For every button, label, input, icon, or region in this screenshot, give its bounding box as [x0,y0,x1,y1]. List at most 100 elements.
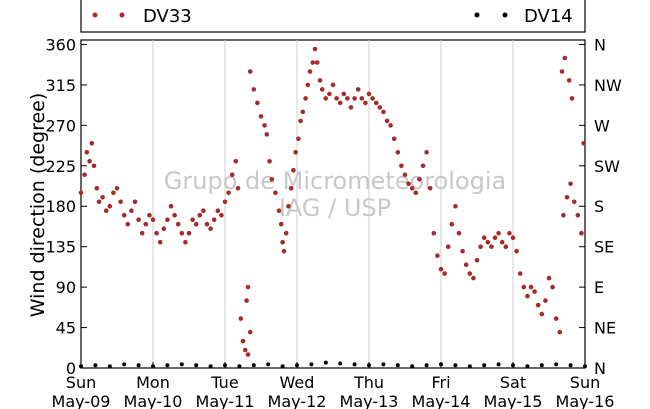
x-tick-day-label: Mon [136,373,170,392]
data-point-dv33 [384,118,390,124]
data-point-dv33 [460,248,465,254]
data-point-dv33 [197,212,203,218]
data-point-dv14 [194,363,199,368]
y2-tick-label: W [594,116,610,135]
data-point-dv14 [424,363,429,368]
data-point-dv33 [546,275,552,281]
x-tick-date-label: May-09 [52,392,111,409]
legend-entry-dv33: DV33 [92,6,192,27]
data-point-dv33 [561,212,566,218]
data-point-dv14 [266,362,271,367]
data-point-dv33 [485,239,491,245]
data-point-dv33 [293,150,298,155]
data-point-dv33 [327,91,332,97]
x-tick-day-label: Fri [431,373,450,392]
data-point-dv14 [568,363,573,368]
data-point-dv33 [413,190,419,196]
data-point-dv33 [84,150,90,155]
data-point-dv14 [525,364,530,369]
data-point-dv14 [395,363,400,368]
data-point-dv33 [238,316,244,321]
data-point-dv14 [539,363,544,368]
data-point-dv14 [338,361,343,366]
data-point-dv33 [317,78,323,83]
data-point-dv33 [489,244,494,249]
y2-tick-label: SE [594,238,614,257]
data-point-dv33 [269,177,275,182]
data-point-dv33 [521,284,527,290]
data-point-dv14 [453,363,458,368]
y2-tick-label: SW [594,157,620,176]
data-point-dv33 [244,298,249,303]
data-point-dv33 [278,221,284,227]
data-point-dv33 [240,338,246,344]
data-point-dv33 [503,244,509,249]
data-point-dv33 [445,244,451,249]
data-point-dv33 [553,316,559,321]
data-point-dv33 [204,221,210,227]
y-tick-label: 225 [45,157,76,176]
data-point-dv14 [251,363,256,368]
data-point-dv33 [562,55,568,61]
data-point-dv33 [341,91,347,97]
data-point-dv33 [229,172,235,178]
data-point-dv33 [264,132,270,137]
data-point-dv33 [222,199,228,205]
data-point-dv33 [478,244,483,249]
data-point-dv33 [208,226,213,231]
watermark: Grupo de Micrometeorologia IAG / USP [164,167,506,222]
data-point-dv33 [280,239,285,245]
data-point-dv33 [281,248,287,254]
legend-label-dv33: DV33 [143,6,192,27]
data-point-dv33 [310,60,316,65]
data-point-dv33 [201,208,206,213]
data-point-dv33 [463,262,469,268]
data-point-dv33 [550,284,555,290]
data-point-dv33 [581,141,586,146]
data-point-dv14 [323,360,328,365]
data-point-dv33 [215,208,221,213]
data-point-dv33 [453,203,458,209]
data-point-dv33 [352,96,357,101]
data-point-dv33 [245,352,251,357]
x-tick-day-label: Wed [280,373,315,392]
data-point-dv33 [566,78,572,83]
x-tick-day-label: Sat [500,373,526,392]
legend-marker-dv14 [502,12,508,18]
data-point-dv14 [410,364,415,369]
data-point-dv33 [219,212,224,218]
data-point-dv14 [122,362,127,367]
data-point-dv33 [348,105,354,110]
data-point-dv33 [273,190,278,196]
data-point-dv33 [175,221,181,227]
data-point-dv33 [492,235,498,240]
legend-label-dv14: DV14 [524,6,573,27]
data-point-dv33 [247,329,253,335]
data-point-dv33 [96,199,102,205]
data-point-dv33 [514,248,519,254]
data-point-dv33 [373,100,379,106]
data-point-dv33 [532,289,537,294]
data-point-dv33 [366,91,372,97]
data-point-dv33 [82,172,87,178]
data-point-dv33 [564,195,570,200]
y2-tick-label: E [594,278,604,297]
data-point-dv33 [179,230,185,236]
data-point-dv14 [237,364,242,369]
data-point-dv33 [103,208,109,213]
x-tick-date-label: May-15 [484,392,543,409]
data-point-dv33 [381,109,386,115]
data-point-dv33 [262,123,267,128]
x-tick-day-label: Sun [570,373,600,392]
data-point-dv33 [87,159,92,164]
data-point-dv33 [111,190,116,196]
data-point-dv33 [337,100,343,106]
legend-entry-dv14: DV14 [474,6,573,27]
legend-marker-dv33 [119,12,125,18]
data-point-dv33 [323,96,329,101]
data-point-dv33 [359,96,365,101]
data-point-dv33 [132,199,138,205]
data-point-dv33 [575,212,581,218]
data-point-dv33 [307,69,313,74]
legend: DV33 DV14 [80,0,586,33]
